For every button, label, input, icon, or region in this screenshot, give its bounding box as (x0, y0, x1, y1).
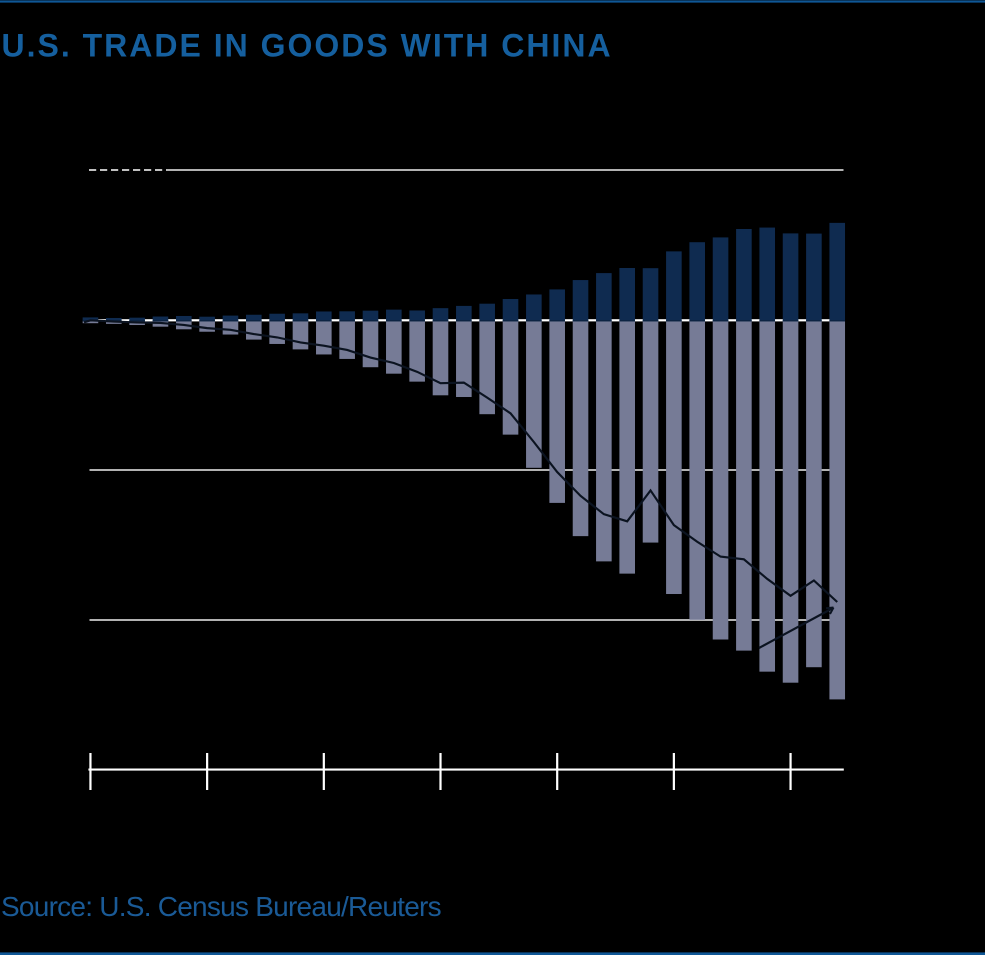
svg-text:U.S. TRADE IN GOODS WITH CHINA: U.S. TRADE IN GOODS WITH CHINA (2, 27, 613, 63)
svg-text:Source: U.S. Census Bureau/Reu: Source: U.S. Census Bureau/Reuters (1, 891, 441, 922)
